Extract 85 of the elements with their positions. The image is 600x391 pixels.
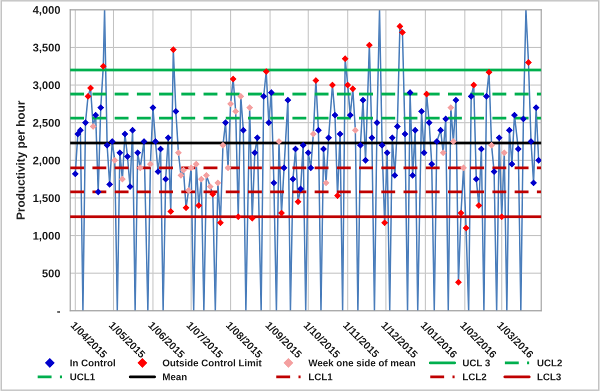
legend-label: Mean [162, 374, 187, 380]
point [224, 164, 232, 172]
point [206, 183, 214, 190]
point [214, 179, 222, 186]
point [182, 204, 190, 212]
point [178, 172, 184, 179]
point [366, 42, 373, 49]
point [334, 192, 341, 200]
y-tick-label: 4,000 [32, 6, 60, 16]
point [84, 92, 92, 100]
point [310, 130, 317, 138]
point [209, 190, 216, 198]
point [294, 198, 302, 206]
point [276, 138, 282, 145]
point [167, 208, 174, 215]
legend-label: Outside Control Limit [162, 359, 262, 366]
point [450, 138, 457, 145]
point [342, 55, 349, 62]
point [486, 68, 492, 76]
y-axis-title: Productivity per hour [16, 100, 28, 220]
point [246, 104, 254, 112]
point [217, 219, 224, 226]
point [440, 149, 447, 156]
y-tick-label: 2,500 [33, 118, 60, 128]
point [352, 126, 359, 134]
point [329, 82, 336, 88]
y-tick-label: 500 [42, 269, 60, 278]
point [322, 179, 330, 186]
point [312, 77, 320, 84]
point [232, 108, 240, 115]
point [195, 202, 202, 209]
point [278, 210, 285, 216]
point [192, 160, 200, 168]
point [180, 166, 187, 174]
point [462, 224, 470, 232]
y-tick-label: 2,000 [33, 156, 60, 166]
point [455, 278, 462, 286]
point [460, 164, 467, 172]
legend-label: In Control [70, 359, 115, 366]
point [234, 213, 242, 220]
point [227, 100, 234, 108]
y-tick-label: 3,000 [32, 81, 60, 91]
point [396, 22, 404, 30]
point [230, 76, 237, 82]
point [87, 84, 94, 92]
point [136, 164, 144, 172]
point [381, 219, 388, 226]
point [220, 142, 226, 149]
point [262, 68, 270, 75]
legend-label: UCL 3 [462, 360, 490, 366]
point [525, 59, 532, 66]
y-tick-label: - [57, 311, 60, 313]
point [237, 92, 244, 100]
point [100, 62, 107, 70]
point [488, 142, 495, 149]
point [185, 187, 192, 194]
y-tick-label: 3,500 [32, 44, 60, 54]
point [423, 90, 430, 98]
point [458, 210, 464, 216]
legend-label: LCL3 [538, 373, 561, 380]
legend-label: UCL2 [538, 360, 562, 366]
point [118, 176, 126, 183]
point [90, 123, 97, 130]
point [111, 156, 118, 164]
y-tick-label: 1,500 [33, 194, 60, 204]
point [344, 82, 352, 88]
point [203, 172, 210, 179]
legend-label: LCL1 [309, 373, 332, 380]
point [447, 104, 454, 112]
point [470, 82, 478, 88]
point [175, 149, 182, 156]
y-tick-label: 1,000 [33, 232, 60, 242]
point [248, 214, 256, 222]
point [146, 160, 154, 168]
legend-label: LCL2 [463, 373, 486, 380]
point [500, 149, 508, 156]
point [188, 164, 195, 172]
legend-label: UCL1 [70, 373, 95, 380]
point [399, 28, 406, 36]
point [198, 176, 205, 183]
point [475, 202, 482, 209]
point [349, 85, 356, 92]
point [498, 213, 506, 220]
point [170, 46, 177, 54]
legend-label: Week one side of mean [308, 359, 416, 366]
